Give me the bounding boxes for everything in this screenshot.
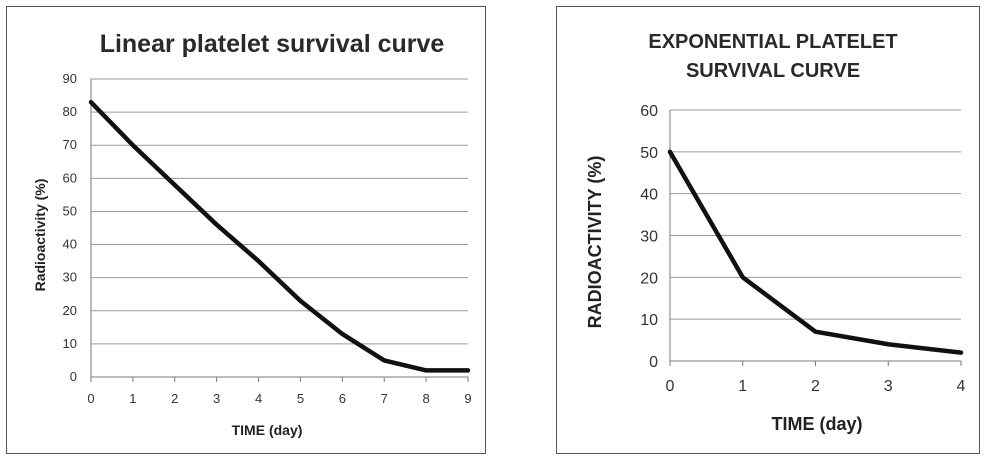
x-tick-label: 3 <box>213 391 220 406</box>
x-tick-label: 7 <box>381 391 388 406</box>
chart-title-line-1: EXPONENTIAL PLATELET <box>648 31 897 53</box>
y-tick-label: 50 <box>63 203 77 218</box>
x-tick-label: 2 <box>811 378 820 395</box>
exponential-survival-chart: EXPONENTIAL PLATELET SURVIVAL CURVE 0102… <box>557 7 981 455</box>
x-tick-label: 0 <box>666 378 675 395</box>
y-tick-labels: 0 10 20 30 40 50 60 70 80 90 <box>63 71 77 384</box>
y-tick-label: 30 <box>63 270 77 285</box>
y-tick-label: 60 <box>640 103 658 120</box>
y-tick-label: 10 <box>640 312 658 329</box>
x-axis-label: TIME (day) <box>232 422 303 438</box>
y-tick-label: 90 <box>63 71 77 86</box>
y-tick-label: 30 <box>640 229 658 246</box>
x-tick-label: 3 <box>884 378 893 395</box>
y-tick-label: 0 <box>649 354 658 371</box>
gridlines <box>670 110 961 366</box>
y-tick-label: 80 <box>63 104 77 119</box>
x-axis-label: TIME (day) <box>771 414 862 434</box>
y-tick-label: 10 <box>63 336 77 351</box>
x-tick-label: 0 <box>87 391 94 406</box>
y-tick-label: 50 <box>640 145 658 162</box>
x-tick-label: 6 <box>339 391 346 406</box>
y-tick-label: 20 <box>640 270 658 287</box>
chart-title-line-2: SURVIVAL CURVE <box>686 60 860 82</box>
x-tick-label: 4 <box>957 378 966 395</box>
y-tick-labels: 0 10 20 30 40 50 60 <box>640 103 658 371</box>
linear-survival-chart: Linear platelet survival curve 010203040… <box>7 7 487 455</box>
x-tick-label: 8 <box>422 391 429 406</box>
y-axis-label: Radioactivity (%) <box>32 179 48 292</box>
x-tick-label: 5 <box>297 391 304 406</box>
series-line-1 <box>670 152 961 353</box>
y-tick-label: 0 <box>70 369 77 384</box>
x-tick-label: 4 <box>255 391 262 406</box>
x-tick-label: 9 <box>464 391 471 406</box>
x-tick-labels: 0 1 2 3 4 5 6 7 8 9 <box>87 391 471 406</box>
x-tick-label: 2 <box>171 391 178 406</box>
series <box>670 152 961 353</box>
y-tick-label: 60 <box>63 170 77 185</box>
x-tick-label: 1 <box>738 378 747 395</box>
y-tick-label: 20 <box>63 303 77 318</box>
y-tick-label: 40 <box>640 187 658 204</box>
y-tick-label: 70 <box>63 137 77 152</box>
y-tick-label: 40 <box>63 237 77 252</box>
series <box>91 102 468 370</box>
x-tick-label: 1 <box>129 391 136 406</box>
gridlines <box>91 79 468 382</box>
series-line-1 <box>91 102 468 370</box>
y-axis-label: RADIOACTIVITY (%) <box>585 156 605 329</box>
x-tick-labels: 0 1 2 3 4 <box>666 378 966 395</box>
chart-title: Linear platelet survival curve <box>100 30 445 58</box>
